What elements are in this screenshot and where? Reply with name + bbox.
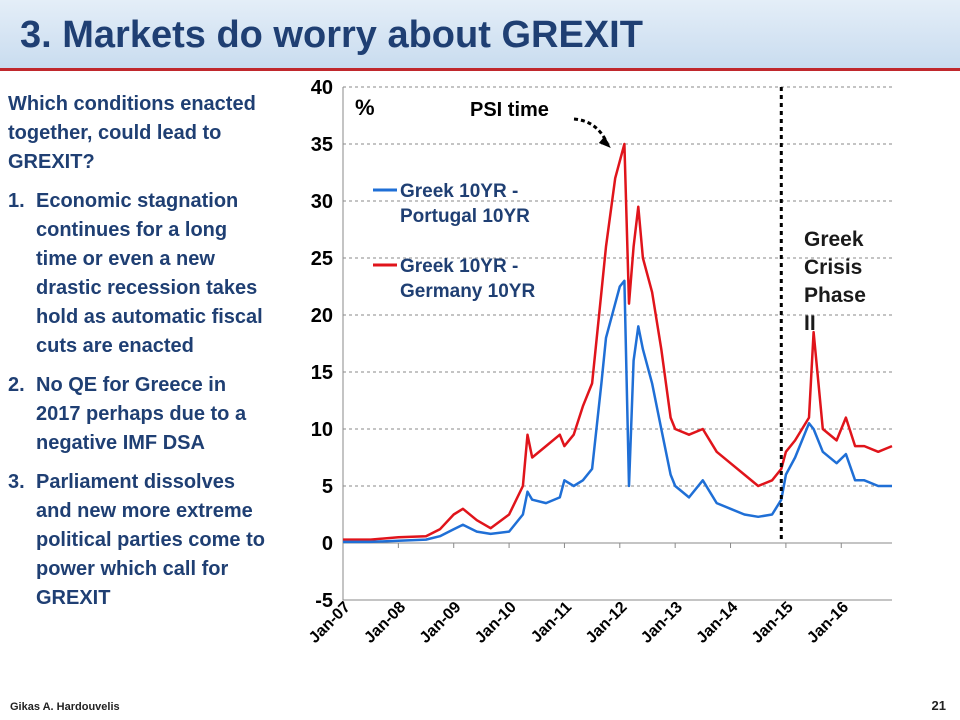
page-number: 21 (931, 698, 946, 713)
series-line (343, 279, 892, 544)
condition-item: 1. Economic stagnation continues for a l… (8, 187, 270, 361)
y-tick-label: 35 (311, 134, 333, 156)
psi-arrowhead (598, 136, 611, 148)
condition-text: Economic stagnation continues for a long… (36, 190, 263, 357)
y-tick-label: 25 (311, 248, 333, 270)
x-tick-label: Jan-13 (638, 599, 686, 647)
title-bar (0, 0, 960, 68)
x-tick-label: Jan-16 (804, 599, 852, 647)
x-tick-label: Jan-14 (693, 599, 741, 647)
psi-arrow (573, 117, 610, 146)
condition-number: 1. (8, 190, 25, 212)
y-unit-label: % (355, 95, 375, 120)
x-tick-label: Jan-08 (361, 599, 409, 647)
condition-text: No QE for Greece in 2017 perhaps due to … (36, 374, 247, 454)
legend-label: Greek 10YR -Germany 10YR (400, 256, 535, 302)
title-divider (0, 68, 960, 71)
y-tick-label: -5 (315, 590, 333, 612)
condition-item: 2. No QE for Greece in 2017 perhaps due … (8, 371, 270, 458)
legend-label: Greek 10YR -Portugal 10YR (400, 181, 530, 227)
y-tick-label: 15 (311, 362, 333, 384)
phase-annotation: Greek Crisis Phase II (804, 228, 866, 335)
x-tick-label: Jan-15 (749, 599, 797, 647)
conditions-text: Which conditions enacted together, could… (8, 90, 270, 623)
x-tick-label: Jan-11 (528, 599, 575, 646)
intro-text: Which conditions enacted together, could… (8, 93, 256, 173)
y-tick-label: 40 (311, 77, 333, 99)
x-tick-label: Jan-09 (417, 599, 465, 647)
y-tick-label: 30 (311, 191, 333, 213)
x-tick-label: Jan-10 (472, 599, 520, 647)
y-tick-label: 5 (322, 476, 333, 498)
condition-item: 3. Parliament dissolves and new more ext… (8, 468, 270, 613)
series-line (343, 142, 893, 541)
x-tick-label: Jan-12 (583, 599, 631, 647)
y-tick-label: 10 (311, 419, 333, 441)
slide-title: 3. Markets do worry about GREXIT (20, 14, 643, 56)
conditions-list: 1. Economic stagnation continues for a l… (8, 187, 270, 613)
y-tick-label: 20 (311, 305, 333, 327)
psi-annotation: PSI time (470, 99, 549, 121)
condition-text: Parliament dissolves and new more extrem… (36, 471, 265, 609)
condition-number: 2. (8, 374, 25, 396)
author-footer: Gikas A. Hardouvelis (10, 701, 120, 713)
y-tick-label: 0 (322, 533, 333, 555)
condition-number: 3. (8, 471, 25, 493)
